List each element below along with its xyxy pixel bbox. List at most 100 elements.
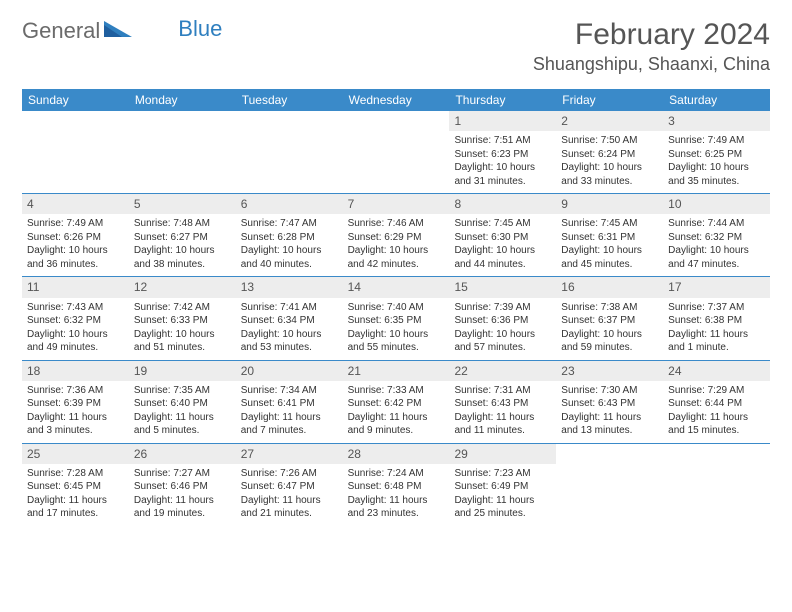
- day-cell: 8Sunrise: 7:45 AMSunset: 6:30 PMDaylight…: [449, 194, 556, 276]
- day-number: 21: [343, 361, 450, 381]
- week-row: 18Sunrise: 7:36 AMSunset: 6:39 PMDayligh…: [22, 361, 770, 444]
- weekday-header: Saturday: [663, 89, 770, 111]
- title-block: February 2024 Shuangshipu, Shaanxi, Chin…: [533, 18, 770, 75]
- day-cell: [22, 111, 129, 193]
- sunrise-text: Sunrise: 7:47 AM: [241, 217, 338, 231]
- daylight-text: Daylight: 10 hours and 36 minutes.: [27, 244, 124, 271]
- day-cell: [236, 111, 343, 193]
- day-cell: 25Sunrise: 7:28 AMSunset: 6:45 PMDayligh…: [22, 444, 129, 526]
- logo-text-general: General: [22, 18, 100, 44]
- sunrise-text: Sunrise: 7:48 AM: [134, 217, 231, 231]
- sunset-text: Sunset: 6:31 PM: [561, 231, 658, 245]
- weekday-header: Thursday: [449, 89, 556, 111]
- day-number: 28: [343, 444, 450, 464]
- sunset-text: Sunset: 6:32 PM: [668, 231, 765, 245]
- sunrise-text: Sunrise: 7:29 AM: [668, 384, 765, 398]
- day-cell: 7Sunrise: 7:46 AMSunset: 6:29 PMDaylight…: [343, 194, 450, 276]
- sunrise-text: Sunrise: 7:30 AM: [561, 384, 658, 398]
- daylight-text: Daylight: 11 hours and 9 minutes.: [348, 411, 445, 438]
- daylight-text: Daylight: 10 hours and 35 minutes.: [668, 161, 765, 188]
- sunset-text: Sunset: 6:45 PM: [27, 480, 124, 494]
- day-cell: 12Sunrise: 7:42 AMSunset: 6:33 PMDayligh…: [129, 277, 236, 359]
- day-number: 24: [663, 361, 770, 381]
- sunrise-text: Sunrise: 7:23 AM: [454, 467, 551, 481]
- sunrise-text: Sunrise: 7:40 AM: [348, 301, 445, 315]
- daylight-text: Daylight: 11 hours and 19 minutes.: [134, 494, 231, 521]
- day-number: 6: [236, 194, 343, 214]
- sunset-text: Sunset: 6:37 PM: [561, 314, 658, 328]
- sunset-text: Sunset: 6:38 PM: [668, 314, 765, 328]
- daylight-text: Daylight: 11 hours and 7 minutes.: [241, 411, 338, 438]
- day-cell: 28Sunrise: 7:24 AMSunset: 6:48 PMDayligh…: [343, 444, 450, 526]
- logo: General Blue: [22, 18, 222, 44]
- sunrise-text: Sunrise: 7:49 AM: [668, 134, 765, 148]
- day-number: 4: [22, 194, 129, 214]
- day-number: 3: [663, 111, 770, 131]
- day-cell: 1Sunrise: 7:51 AMSunset: 6:23 PMDaylight…: [449, 111, 556, 193]
- sunset-text: Sunset: 6:32 PM: [27, 314, 124, 328]
- sunrise-text: Sunrise: 7:45 AM: [561, 217, 658, 231]
- sunset-text: Sunset: 6:39 PM: [27, 397, 124, 411]
- sunrise-text: Sunrise: 7:43 AM: [27, 301, 124, 315]
- day-cell: [129, 111, 236, 193]
- sunset-text: Sunset: 6:41 PM: [241, 397, 338, 411]
- day-cell: [343, 111, 450, 193]
- daylight-text: Daylight: 11 hours and 1 minute.: [668, 328, 765, 355]
- sunrise-text: Sunrise: 7:50 AM: [561, 134, 658, 148]
- sunset-text: Sunset: 6:42 PM: [348, 397, 445, 411]
- daylight-text: Daylight: 10 hours and 51 minutes.: [134, 328, 231, 355]
- daylight-text: Daylight: 10 hours and 53 minutes.: [241, 328, 338, 355]
- day-cell: [663, 444, 770, 526]
- daylight-text: Daylight: 11 hours and 3 minutes.: [27, 411, 124, 438]
- day-cell: 20Sunrise: 7:34 AMSunset: 6:41 PMDayligh…: [236, 361, 343, 443]
- sunset-text: Sunset: 6:27 PM: [134, 231, 231, 245]
- sunrise-text: Sunrise: 7:37 AM: [668, 301, 765, 315]
- sunrise-text: Sunrise: 7:41 AM: [241, 301, 338, 315]
- daylight-text: Daylight: 10 hours and 33 minutes.: [561, 161, 658, 188]
- day-number: 18: [22, 361, 129, 381]
- week-row: 1Sunrise: 7:51 AMSunset: 6:23 PMDaylight…: [22, 111, 770, 194]
- day-number: 22: [449, 361, 556, 381]
- day-cell: 11Sunrise: 7:43 AMSunset: 6:32 PMDayligh…: [22, 277, 129, 359]
- day-number: 26: [129, 444, 236, 464]
- day-number: 19: [129, 361, 236, 381]
- day-cell: 2Sunrise: 7:50 AMSunset: 6:24 PMDaylight…: [556, 111, 663, 193]
- day-cell: 5Sunrise: 7:48 AMSunset: 6:27 PMDaylight…: [129, 194, 236, 276]
- sunset-text: Sunset: 6:23 PM: [454, 148, 551, 162]
- week-row: 4Sunrise: 7:49 AMSunset: 6:26 PMDaylight…: [22, 194, 770, 277]
- daylight-text: Daylight: 10 hours and 59 minutes.: [561, 328, 658, 355]
- sunset-text: Sunset: 6:30 PM: [454, 231, 551, 245]
- day-cell: 29Sunrise: 7:23 AMSunset: 6:49 PMDayligh…: [449, 444, 556, 526]
- day-number: 10: [663, 194, 770, 214]
- sunset-text: Sunset: 6:25 PM: [668, 148, 765, 162]
- sunset-text: Sunset: 6:49 PM: [454, 480, 551, 494]
- day-number: 27: [236, 444, 343, 464]
- logo-text-blue: Blue: [178, 16, 222, 42]
- sunset-text: Sunset: 6:48 PM: [348, 480, 445, 494]
- sunrise-text: Sunrise: 7:26 AM: [241, 467, 338, 481]
- daylight-text: Daylight: 11 hours and 23 minutes.: [348, 494, 445, 521]
- sunrise-text: Sunrise: 7:28 AM: [27, 467, 124, 481]
- day-cell: 13Sunrise: 7:41 AMSunset: 6:34 PMDayligh…: [236, 277, 343, 359]
- sunset-text: Sunset: 6:40 PM: [134, 397, 231, 411]
- location: Shuangshipu, Shaanxi, China: [533, 54, 770, 75]
- day-number: 2: [556, 111, 663, 131]
- day-cell: 10Sunrise: 7:44 AMSunset: 6:32 PMDayligh…: [663, 194, 770, 276]
- day-cell: [556, 444, 663, 526]
- day-number: 29: [449, 444, 556, 464]
- day-cell: 6Sunrise: 7:47 AMSunset: 6:28 PMDaylight…: [236, 194, 343, 276]
- day-number: 16: [556, 277, 663, 297]
- day-number: 7: [343, 194, 450, 214]
- sunrise-text: Sunrise: 7:44 AM: [668, 217, 765, 231]
- header: General Blue February 2024 Shuangshipu, S…: [22, 18, 770, 75]
- day-number: 23: [556, 361, 663, 381]
- daylight-text: Daylight: 10 hours and 45 minutes.: [561, 244, 658, 271]
- sunset-text: Sunset: 6:33 PM: [134, 314, 231, 328]
- day-cell: 23Sunrise: 7:30 AMSunset: 6:43 PMDayligh…: [556, 361, 663, 443]
- sunrise-text: Sunrise: 7:35 AM: [134, 384, 231, 398]
- sunrise-text: Sunrise: 7:45 AM: [454, 217, 551, 231]
- sunset-text: Sunset: 6:34 PM: [241, 314, 338, 328]
- day-number: 1: [449, 111, 556, 131]
- sunrise-text: Sunrise: 7:39 AM: [454, 301, 551, 315]
- day-cell: 27Sunrise: 7:26 AMSunset: 6:47 PMDayligh…: [236, 444, 343, 526]
